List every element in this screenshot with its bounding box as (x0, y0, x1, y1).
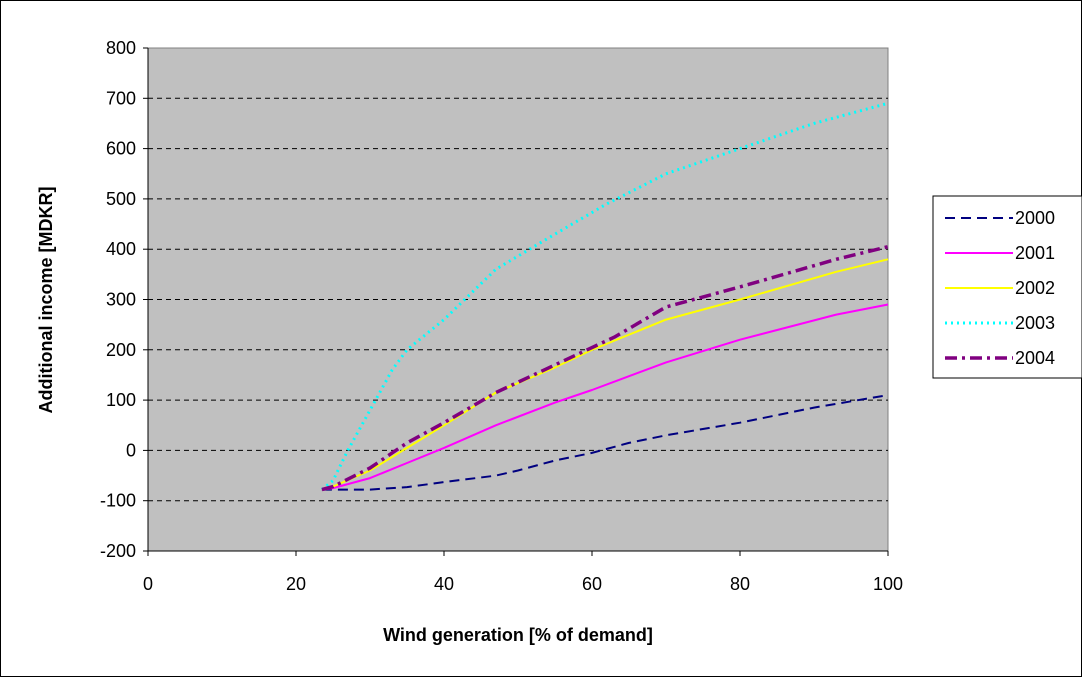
y-tick-label: 400 (106, 239, 136, 259)
x-tick-label: 0 (143, 574, 153, 594)
x-tick-label: 100 (873, 574, 903, 594)
x-axis-title: Wind generation [% of demand] (383, 625, 653, 645)
y-tick-label: -100 (100, 491, 136, 511)
x-tick-label: 60 (582, 574, 602, 594)
y-tick-label: -200 (100, 541, 136, 561)
series-line-2003 (320, 101, 889, 491)
x-tick-label: 40 (434, 574, 454, 594)
x-tick-label: 80 (730, 574, 750, 594)
y-tick-label: 300 (106, 290, 136, 310)
y-axis-title: Additional income [MDKR] (36, 187, 56, 414)
y-tick-label: 200 (106, 340, 136, 360)
gridlines (148, 97, 888, 502)
legend-label-2002: 2002 (1015, 278, 1055, 298)
y-tick-label: 100 (106, 390, 136, 410)
y-tick-label: 800 (106, 38, 136, 58)
y-tick-label: 600 (106, 139, 136, 159)
y-tick-label: 500 (106, 189, 136, 209)
legend-label-2004: 2004 (1015, 348, 1055, 368)
axes: -200 -100 0 100 200 300 400 500 600 700 800 0 20 40 60… (100, 38, 903, 594)
legend-label-2000: 2000 (1015, 208, 1055, 228)
series-line-2000 (321, 394, 889, 491)
legend-label-2001: 2001 (1015, 243, 1055, 263)
x-tick-label: 20 (286, 574, 306, 594)
series-line-2004 (321, 244, 889, 492)
legend: 2000 2001 2002 2003 2004 (932, 195, 1082, 379)
series-lines (320, 101, 889, 492)
y-tick-label: 700 (106, 88, 136, 108)
y-tick-label: 0 (126, 440, 136, 460)
legend-label-2003: 2003 (1015, 313, 1055, 333)
series-line-2001 (321, 303, 889, 491)
